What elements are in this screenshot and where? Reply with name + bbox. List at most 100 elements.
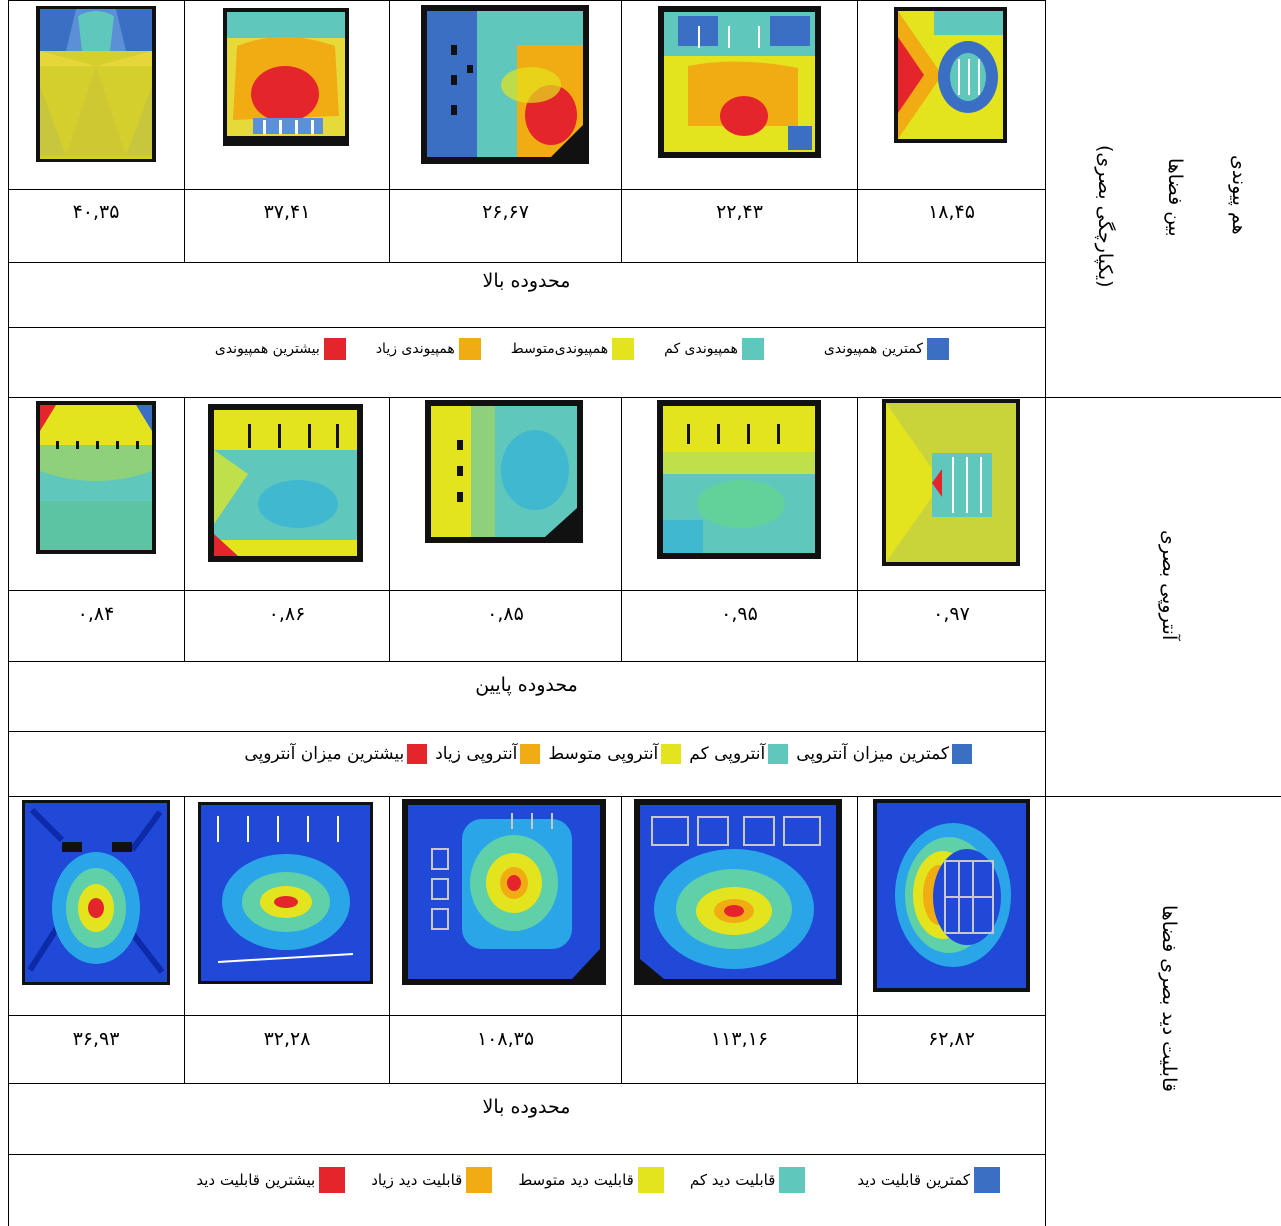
table-rule bbox=[857, 397, 858, 661]
legend-swatch bbox=[637, 1167, 664, 1193]
legend-swatch bbox=[520, 744, 541, 764]
legend-swatch bbox=[974, 1167, 1000, 1193]
legend-label: آنتروپی زیاد bbox=[435, 744, 518, 764]
table-rule bbox=[621, 0, 622, 262]
table-rule bbox=[8, 0, 1045, 1]
table-rule bbox=[8, 0, 9, 1226]
entropy-map-4 bbox=[657, 400, 821, 559]
entropy-map-1 bbox=[36, 401, 156, 554]
entropy-title: آنتروپی بصری bbox=[1158, 530, 1180, 641]
table-rule bbox=[857, 796, 858, 1083]
legend-item: بیشترین میزان آنتروپی bbox=[244, 744, 428, 764]
visibility-title: قابلیت دید بصری فضاها bbox=[1158, 905, 1180, 1092]
legend-swatch bbox=[407, 744, 428, 764]
table-rule bbox=[621, 397, 622, 661]
legend-item: همپیوندی‌متوسط bbox=[510, 338, 635, 360]
table-rule bbox=[8, 262, 1045, 263]
legend-label: کمترین قابلیت دید bbox=[857, 1171, 970, 1189]
legend-swatch bbox=[466, 1167, 493, 1193]
table-rule bbox=[389, 397, 390, 661]
entropy-value-1: ۰,۸۴ bbox=[77, 603, 115, 625]
legend-label: همپیوندی زیاد bbox=[375, 341, 455, 357]
table-rule bbox=[8, 796, 1281, 797]
integration-value-2: ۳۷,۴۱ bbox=[263, 201, 311, 223]
legend-swatch bbox=[323, 338, 346, 360]
integration-value-3: ۲۶,۶۷ bbox=[482, 201, 529, 223]
table-rule bbox=[184, 796, 185, 1083]
table-rule bbox=[8, 1083, 1045, 1084]
table-rule bbox=[8, 1154, 1045, 1155]
entropy-legend: کمترین میزان آنتروپی آنتروپی کم آنتروپی … bbox=[244, 744, 972, 764]
table-rule bbox=[184, 397, 185, 661]
legend-item: آنتروپی متوسط bbox=[548, 744, 682, 764]
entropy-map-5 bbox=[882, 399, 1020, 566]
legend-swatch bbox=[779, 1167, 806, 1193]
legend-swatch bbox=[952, 744, 972, 764]
visibility-value-4: ۱۱۳,۱۶ bbox=[710, 1028, 769, 1050]
legend-label: بیشترین همپیوندی bbox=[214, 341, 320, 357]
table-rule bbox=[8, 731, 1045, 732]
integration-map-1 bbox=[36, 6, 156, 162]
legend-swatch bbox=[612, 338, 635, 360]
legend-item: قابلیت دید کم bbox=[690, 1167, 806, 1193]
visibility-value-5: ۶۲,۸۲ bbox=[928, 1028, 975, 1050]
table-rule bbox=[1045, 0, 1046, 1226]
legend-label: قابلیت دید متوسط bbox=[518, 1171, 634, 1189]
visibility-range: محدوده بالا bbox=[482, 1096, 571, 1118]
visibility-legend: کمترین قابلیت دید قابلیت دید کم قابلیت د… bbox=[196, 1167, 1000, 1193]
legend-item: کمترین میزان آنتروپی bbox=[796, 744, 972, 764]
legend-item: همپیوندی کم bbox=[664, 338, 764, 360]
entropy-value-5: ۰,۹۷ bbox=[933, 603, 970, 625]
legend-label: کمترین میزان آنتروپی bbox=[796, 744, 949, 764]
table-rule bbox=[8, 189, 1045, 190]
visibility-value-3: ۱۰۸,۳۵ bbox=[476, 1028, 535, 1050]
table-rule bbox=[8, 661, 1045, 662]
integration-value-4: ۲۲,۴۳ bbox=[716, 201, 763, 223]
legend-item: کمترین همپیوندی bbox=[824, 338, 949, 360]
visibility-value-1: ۳۶,۹۳ bbox=[72, 1028, 120, 1050]
visibility-map-2 bbox=[198, 802, 373, 984]
legend-label: همپیوندی‌متوسط bbox=[510, 341, 609, 357]
visibility-map-3 bbox=[402, 799, 606, 985]
legend-label: آنتروپی کم bbox=[689, 744, 766, 764]
table-rule bbox=[8, 327, 1045, 328]
integration-title-line3: (یکپارچگی بصری) bbox=[1094, 145, 1116, 288]
integration-map-3 bbox=[421, 5, 589, 164]
table-rule bbox=[389, 0, 390, 262]
integration-legend: کمترین همپیوندی همپیوندی کم همپیوندی‌متو… bbox=[215, 338, 949, 360]
table-rule bbox=[8, 397, 1281, 398]
legend-swatch bbox=[927, 338, 949, 360]
visibility-map-4 bbox=[634, 799, 842, 985]
legend-swatch bbox=[741, 338, 764, 360]
legend-label: آنتروپی متوسط bbox=[548, 744, 659, 764]
legend-swatch bbox=[458, 338, 481, 360]
legend-swatch bbox=[661, 744, 682, 764]
integration-map-5 bbox=[894, 7, 1007, 143]
table-rule bbox=[8, 590, 1045, 591]
integration-value-1: ۴۰,۳۵ bbox=[72, 201, 120, 223]
integration-map-4 bbox=[658, 6, 821, 158]
table-rule bbox=[621, 796, 622, 1083]
visibility-map-1 bbox=[22, 800, 170, 985]
legend-item: قابلیت دید زیاد bbox=[371, 1167, 493, 1193]
legend-label: قابلیت دید زیاد bbox=[371, 1171, 463, 1189]
integration-value-5: ۱۸,۴۵ bbox=[928, 201, 975, 223]
legend-label: همپیوندی کم bbox=[664, 341, 738, 357]
visibility-value-2: ۳۲,۲۸ bbox=[263, 1028, 311, 1050]
entropy-value-4: ۰,۹۵ bbox=[721, 603, 758, 625]
legend-swatch bbox=[768, 744, 789, 764]
table-rule bbox=[389, 796, 390, 1083]
legend-label: بیشترین میزان آنتروپی bbox=[244, 744, 405, 764]
legend-item: قابلیت دید متوسط bbox=[518, 1167, 664, 1193]
legend-label: کمترین همپیوندی bbox=[823, 341, 923, 357]
table-rule bbox=[857, 0, 858, 262]
legend-item: آنتروپی زیاد bbox=[435, 744, 541, 764]
legend-label: قابلیت دید کم bbox=[689, 1171, 776, 1189]
legend-item: همپیوندی زیاد bbox=[376, 338, 481, 360]
integration-title-line1: هم پیوندی bbox=[1228, 155, 1250, 235]
legend-item: آنتروپی کم bbox=[689, 744, 789, 764]
integration-title-line2: بین فضاها bbox=[1164, 158, 1186, 237]
entropy-map-3 bbox=[425, 400, 583, 543]
legend-item: کمترین قابلیت دید bbox=[857, 1167, 1000, 1193]
